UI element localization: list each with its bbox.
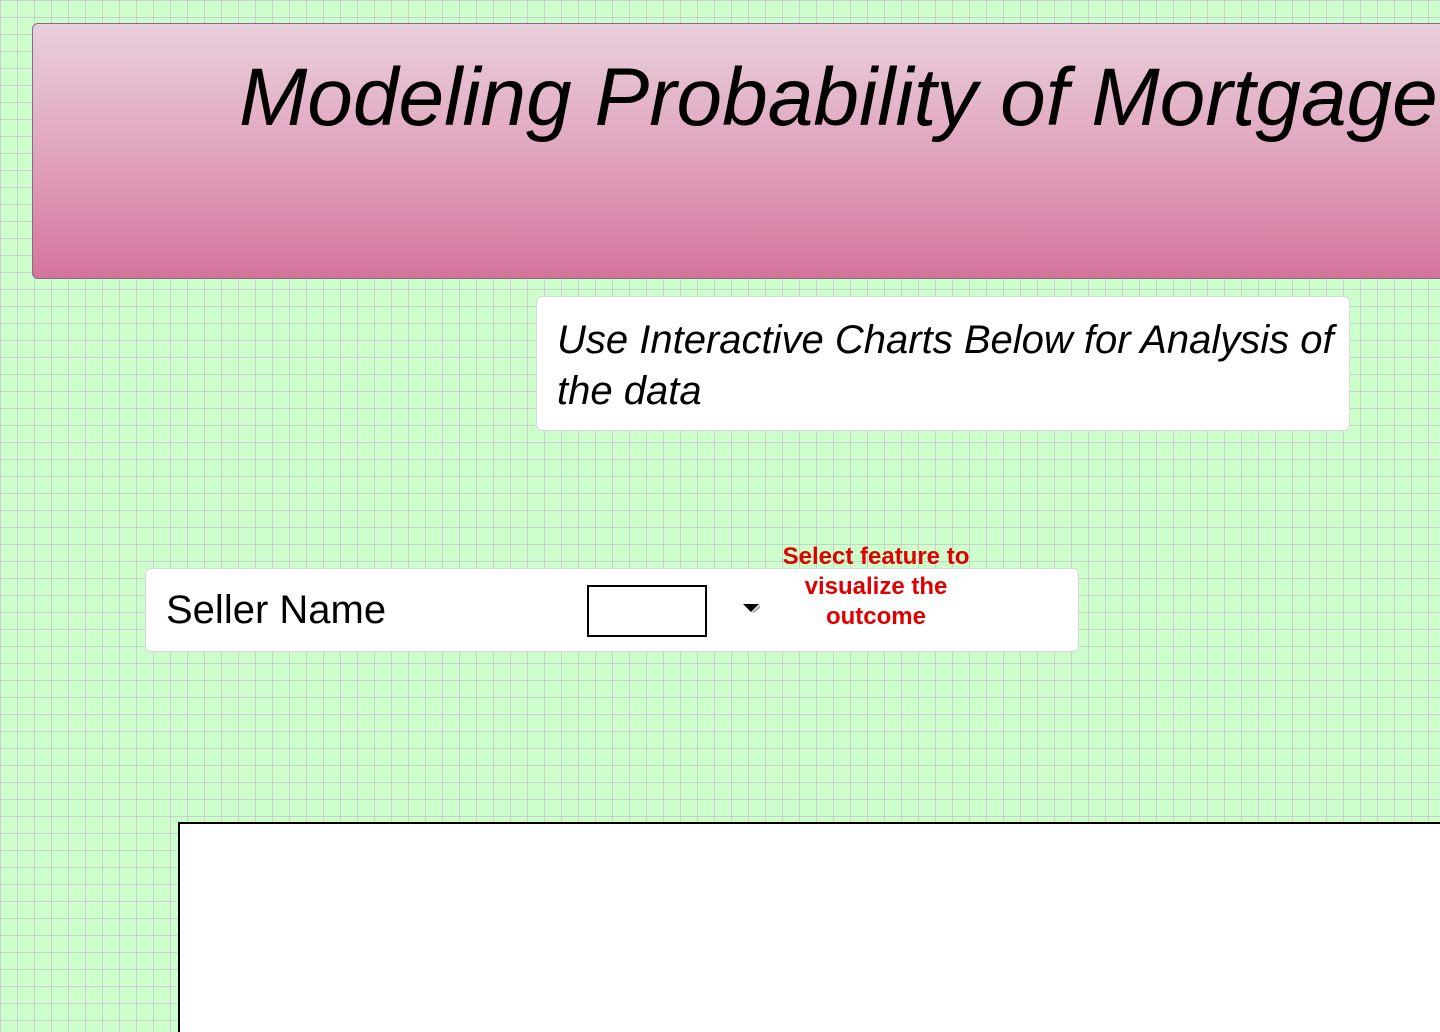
seller-name-select[interactable] [587,585,707,637]
intro-text-box: Use Interactive Charts Below for Analysi… [536,296,1350,431]
title-banner: Modeling Probability of Mortgage [32,23,1440,279]
chevron-down-icon[interactable] [740,599,764,617]
feature-selector-panel: Seller Name Select feature to visualize … [145,543,1079,652]
selector-label: Seller Name [166,588,387,632]
selector-hint: Select feature to visualize the outcome [782,543,970,630]
intro-text: Use Interactive Charts Below for Analysi… [557,318,1334,413]
chart-area[interactable] [178,822,1440,1032]
page-title: Modeling Probability of Mortgage [239,52,1438,143]
